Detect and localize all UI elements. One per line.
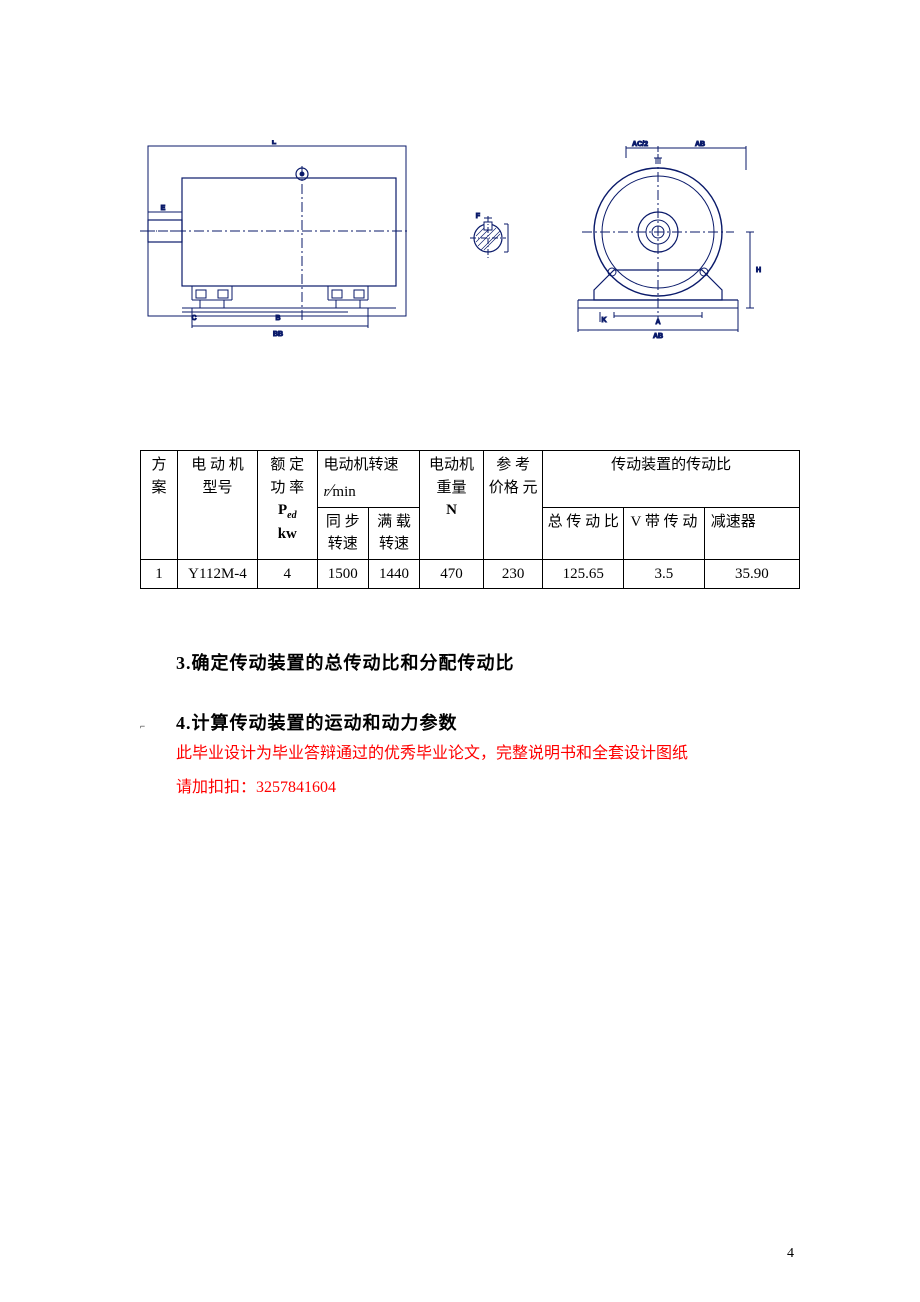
cell-weight: 470 [420,559,484,589]
dim-l: L [272,140,277,146]
hdr-total: 总 传 动 比 [543,507,624,559]
red-note: 此毕业设计为毕业答辩通过的优秀毕业论文，完整说明书和全套设计图纸 请加扣扣：32… [176,737,790,804]
dim-b: B [275,315,280,322]
dim-k: K [601,317,606,324]
diagram-svg: L E [140,140,780,340]
dim-e: E [161,205,166,212]
page-number: 4 [787,1246,794,1262]
hdr-speed: 电动机转速 r∕min [317,451,420,508]
hdr-reducer: 减速器 [704,507,799,559]
note-line-2: 请加扣扣：3257841604 [176,779,336,796]
dim-bb: BB [273,331,283,338]
hdr-price: 参 考 价格 元 [483,451,543,560]
cell-vbelt: 3.5 [624,559,705,589]
dim-ab-bottom: AB [653,333,663,340]
dim-ac2: AC/2 [632,141,648,148]
cell-plan: 1 [141,559,178,589]
table-row: 1 Y112M-4 4 1500 1440 470 230 125.65 3.5… [141,559,800,589]
cell-total: 125.65 [543,559,624,589]
hdr-sync: 同 步 转速 [317,507,368,559]
note-line-1: 此毕业设计为毕业答辩通过的优秀毕业论文，完整说明书和全套设计图纸 [176,745,688,762]
table-header-row-1: 方 案 电 动 机 型号 额 定 功 率 Ped kw 电动机转速 r∕min … [141,451,800,508]
heading-3: 3.确定传动装置的总传动比和分配传动比 [176,649,790,675]
cell-power: 4 [258,559,318,589]
hdr-plan: 方 案 [141,451,178,560]
hdr-ratio: 传动装置的传动比 [543,451,800,508]
cell-sync: 1500 [317,559,368,589]
dim-h: H [756,267,761,274]
hdr-power: 额 定 功 率 Ped kw [258,451,318,560]
hdr-model: 电 动 机 型号 [177,451,257,560]
dim-f: F [476,213,481,220]
document-page: L E [0,0,920,1302]
cell-price: 230 [483,559,543,589]
dim-a: A [655,319,660,326]
cell-full: 1440 [368,559,419,589]
cell-reducer: 35.90 [704,559,799,589]
dim-ab-top: AB [695,141,705,148]
hdr-weight: 电动机 重量N [420,451,484,560]
hdr-vbelt: V 带 传 动 [624,507,705,559]
hdr-full: 满 载 转速 [368,507,419,559]
motor-table: 方 案 电 动 机 型号 额 定 功 率 Ped kw 电动机转速 r∕min … [140,450,800,589]
cell-model: Y112M-4 [177,559,257,589]
motor-diagram: L E [140,140,780,340]
